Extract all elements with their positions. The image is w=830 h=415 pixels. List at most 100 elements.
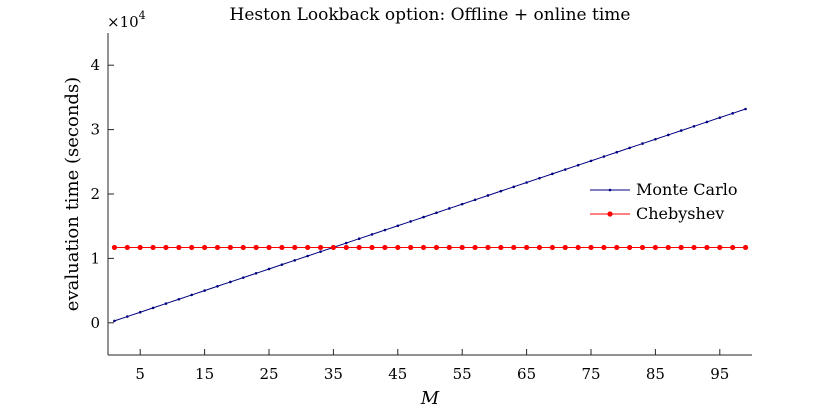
- data-point: [203, 289, 206, 292]
- data-point: [536, 244, 543, 251]
- data-point: [704, 244, 710, 251]
- data-point: [266, 244, 272, 251]
- data-point: [176, 244, 182, 251]
- legend-label: Monte Carlo: [636, 180, 737, 199]
- data-point: [138, 310, 142, 314]
- x-tick-label: 15: [195, 365, 214, 383]
- data-point: [292, 244, 298, 251]
- x-tick-label: 85: [646, 365, 665, 383]
- data-point: [150, 244, 156, 251]
- data-point: [420, 244, 427, 251]
- data-point: [730, 244, 736, 251]
- data-point: [460, 202, 464, 206]
- data-point: [330, 244, 336, 251]
- y-tick-label: 1: [90, 249, 100, 267]
- data-point: [692, 124, 696, 128]
- data-point: [717, 244, 723, 251]
- data-point: [512, 185, 516, 189]
- data-point: [575, 244, 581, 251]
- x-tick-label: 75: [581, 365, 600, 383]
- data-point: [216, 284, 219, 288]
- data-point: [435, 211, 438, 215]
- data-point: [433, 244, 440, 251]
- data-point: [641, 142, 644, 145]
- data-point: [485, 244, 491, 251]
- data-point: [718, 116, 722, 119]
- data-point: [254, 272, 258, 275]
- legend: Monte Carlo Chebyshev: [590, 180, 737, 223]
- data-point: [588, 244, 594, 251]
- data-point: [227, 244, 233, 251]
- data-point: [639, 244, 646, 251]
- data-point: [267, 267, 271, 271]
- data-point: [563, 168, 567, 171]
- data-point: [293, 259, 297, 262]
- chart-title: Heston Lookback option: Offline + online…: [230, 5, 631, 25]
- data-point: [113, 319, 116, 323]
- y-tick-label: 3: [90, 121, 100, 139]
- data-point: [731, 112, 734, 115]
- data-point: [654, 137, 657, 141]
- y-exponent-label: ×104: [107, 9, 146, 31]
- x-tick-label: 35: [324, 365, 343, 383]
- data-point: [151, 306, 155, 310]
- data-point: [665, 244, 671, 251]
- series-1: [111, 244, 749, 251]
- data-point: [253, 244, 259, 251]
- data-point: [446, 244, 452, 251]
- data-point: [241, 276, 245, 279]
- data-point: [448, 207, 451, 210]
- x-tick-label: 55: [453, 365, 472, 383]
- data-point: [383, 228, 387, 232]
- data-point: [214, 244, 221, 251]
- data-point: [627, 244, 633, 251]
- data-point: [280, 263, 284, 266]
- x-tick-label: 95: [710, 365, 729, 383]
- data-point: [370, 233, 374, 236]
- data-point: [498, 244, 504, 251]
- data-point: [666, 133, 670, 137]
- data-point: [229, 280, 232, 284]
- data-point: [473, 198, 477, 202]
- y-tick-label: 2: [90, 185, 100, 203]
- data-point: [279, 244, 285, 251]
- y-tick-label: 0: [90, 314, 100, 332]
- data-point: [306, 254, 309, 258]
- y-tick-label: 4: [90, 56, 100, 74]
- data-point: [678, 244, 684, 251]
- y-axis-label: evaluation time (seconds): [62, 77, 83, 311]
- legend-marker: [608, 188, 612, 192]
- data-point: [163, 244, 169, 251]
- data-point: [422, 215, 425, 219]
- data-point: [343, 244, 349, 251]
- data-point: [602, 155, 606, 158]
- y-exponent-power: 4: [139, 9, 146, 22]
- data-point: [525, 181, 528, 184]
- data-point: [511, 244, 517, 251]
- data-point: [164, 302, 168, 305]
- data-point: [305, 244, 311, 251]
- data-point: [189, 244, 195, 251]
- series-line: [114, 108, 746, 322]
- x-tick-label: 45: [388, 365, 407, 383]
- data-point: [562, 244, 568, 251]
- data-point: [177, 297, 181, 301]
- data-point: [742, 244, 749, 251]
- data-point: [549, 244, 555, 251]
- data-point: [202, 244, 208, 251]
- data-point: [240, 244, 246, 251]
- data-point: [744, 107, 747, 111]
- data-point: [705, 120, 709, 124]
- data-point: [615, 150, 619, 154]
- data-point: [382, 244, 388, 251]
- data-point: [344, 241, 348, 245]
- data-point: [369, 244, 375, 251]
- x-tick-label: 25: [259, 365, 278, 383]
- data-point: [124, 244, 130, 251]
- data-point: [652, 244, 659, 251]
- data-point: [614, 244, 620, 251]
- data-point: [576, 163, 580, 167]
- data-point: [459, 244, 465, 251]
- data-point: [679, 129, 683, 132]
- x-tick-label: 65: [517, 365, 536, 383]
